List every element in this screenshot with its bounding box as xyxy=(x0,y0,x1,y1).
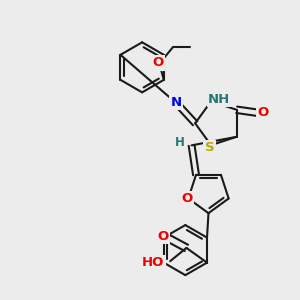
Text: O: O xyxy=(152,56,164,69)
Text: O: O xyxy=(157,230,169,243)
Text: S: S xyxy=(205,141,214,154)
Text: HO: HO xyxy=(142,256,164,269)
Text: NH: NH xyxy=(208,93,230,106)
Text: H: H xyxy=(175,136,185,149)
Text: O: O xyxy=(258,106,269,119)
Text: N: N xyxy=(170,96,182,109)
Text: O: O xyxy=(181,192,193,205)
